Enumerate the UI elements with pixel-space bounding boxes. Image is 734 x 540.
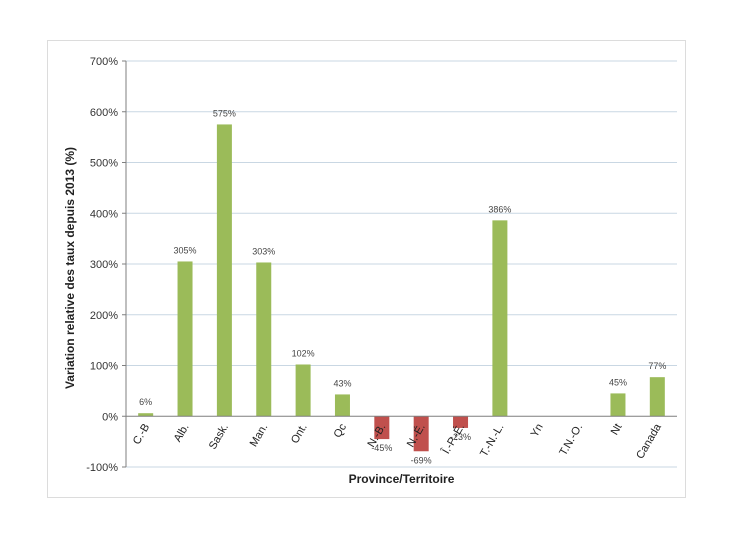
category-label: Man. [248,422,271,449]
y-tick-label: 600% [90,107,118,119]
category-label: Qc [332,421,350,440]
bar [334,394,350,417]
y-tick-label: 500% [90,158,118,170]
category-label: Alb. [172,422,192,444]
x-axis-title: Province/Territoire [349,472,455,486]
data-label: -23% [450,432,471,442]
data-label: 6% [139,397,152,407]
y-tick-label: 200% [90,310,118,322]
bars [138,124,665,452]
bar [413,416,429,452]
data-label: -69% [411,455,432,465]
bar [453,416,469,428]
bar [374,416,390,440]
category-label: Sask. [207,422,231,452]
bar [492,220,508,417]
data-label: 575% [213,108,236,118]
data-label: 43% [333,378,351,388]
data-label: -45% [371,443,392,453]
y-tick-label: 400% [90,208,118,220]
bar [138,413,154,417]
bar [256,262,272,417]
data-label: 45% [609,377,627,387]
y-tick-label: -100% [86,462,118,474]
category-label: Yn [529,422,546,440]
data-label: 303% [252,246,275,256]
category-label: Nt [609,422,625,438]
y-tick-label: 700% [90,56,118,68]
y-tick-label: 0% [102,411,118,423]
data-label: 77% [648,361,666,371]
data-label: 386% [488,204,511,214]
chart-frame [47,40,686,498]
bar [610,393,626,417]
y-tick-label: 100% [90,361,118,373]
data-label: 102% [292,348,315,358]
y-axis-tick-labels: -100% 0% 100% 200% 300% 400% 500% 600% 700% [86,56,126,474]
bar [649,377,665,417]
category-label: Canada [634,421,664,461]
y-axis-title: Variation relative des taux depuis 2013 … [63,147,77,389]
x-axis-category-labels: C.-B Alb. Sask. Man. Ont. Qc N.-B. N.-É. Î.-P.-É… [131,421,664,461]
category-label: Ont. [289,422,310,446]
bar [216,124,232,417]
data-labels: 6% 305% 575% 303% 102% 43% -45% -69% -23% 386% 45%… [139,108,666,465]
y-tick-label: 300% [90,259,118,271]
bar [177,261,193,417]
category-label: C.-B [131,422,152,447]
category-label: T.-N.-L. [478,422,506,459]
category-label: T.N.-O. [557,422,585,458]
data-label: 305% [174,245,197,255]
gridlines [126,60,677,468]
bar [295,364,311,417]
